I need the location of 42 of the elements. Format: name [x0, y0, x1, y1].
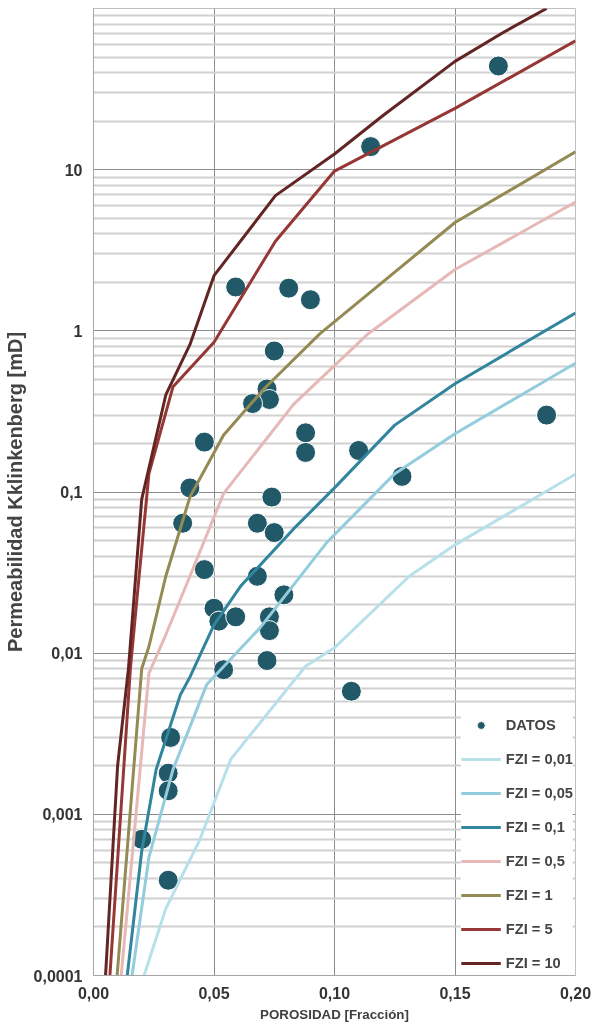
- point: [295, 422, 317, 444]
- y-tick-label: 10: [64, 161, 83, 179]
- point: [258, 620, 280, 642]
- legend-label: FZI = 0,5: [505, 853, 565, 869]
- point: [295, 441, 317, 463]
- x-tick-label: 0,00: [77, 984, 110, 1002]
- x-axis-title: POROSIDAD [Fracción]: [260, 1006, 409, 1022]
- point: [348, 439, 370, 461]
- point: [193, 559, 215, 581]
- point: [246, 512, 268, 534]
- y-tick-label: 1: [73, 322, 83, 340]
- point: [263, 522, 285, 544]
- legend-label: FZI = 5: [505, 921, 553, 937]
- x-tick-label: 0,05: [198, 984, 230, 1002]
- legend-label: FZI = 0,05: [505, 785, 573, 801]
- point: [258, 389, 280, 410]
- y-tick-label: 0,1: [60, 484, 83, 501]
- point: [157, 869, 179, 891]
- line-series: [142, 472, 576, 976]
- legend-label: DATOS: [505, 717, 556, 733]
- point: [487, 55, 509, 77]
- x-tick-label: 0,15: [439, 984, 471, 1002]
- legend-label: FZI = 0,1: [505, 819, 565, 835]
- point: [278, 277, 300, 299]
- point: [299, 289, 321, 311]
- point: [263, 340, 285, 362]
- legend-label: FZI = 10: [505, 955, 561, 971]
- point: [256, 650, 278, 672]
- point: [536, 404, 558, 426]
- y-tick-label: 0,0001: [33, 967, 83, 985]
- y-tick-label: 0,001: [42, 806, 83, 824]
- legend-label: FZI = 1: [505, 887, 553, 903]
- point: [225, 276, 247, 298]
- point: [193, 431, 215, 453]
- legend-label: FZI = 0,01: [505, 751, 573, 767]
- point: [225, 606, 247, 628]
- point: [261, 486, 283, 508]
- y-axis-title: Permeabilidad Kklinkenberg [mD]: [3, 331, 26, 653]
- point: [340, 680, 362, 702]
- x-tick-label: 0,10: [318, 984, 351, 1002]
- x-tick-label: 0,20: [559, 984, 592, 1002]
- y-tick-label: 0,01: [51, 645, 83, 663]
